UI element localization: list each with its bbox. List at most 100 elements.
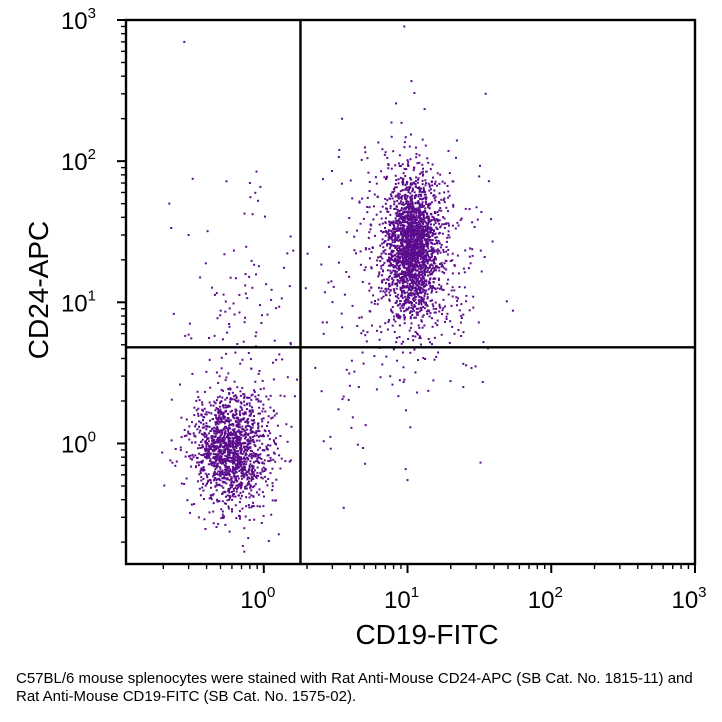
data-point xyxy=(238,311,241,314)
data-point xyxy=(190,337,193,340)
data-point xyxy=(380,287,383,290)
data-point xyxy=(431,343,433,346)
data-point xyxy=(446,312,449,315)
data-point xyxy=(242,445,245,448)
data-point xyxy=(406,196,409,199)
data-point xyxy=(420,213,423,216)
data-point xyxy=(410,247,413,250)
data-point xyxy=(436,319,439,322)
data-point xyxy=(411,279,414,282)
data-point xyxy=(383,176,386,179)
data-point xyxy=(355,252,357,255)
data-point xyxy=(218,405,221,408)
data-point xyxy=(227,451,230,454)
data-point xyxy=(437,213,440,216)
data-point xyxy=(201,459,204,462)
data-point xyxy=(387,211,390,213)
data-point xyxy=(423,251,426,254)
data-point xyxy=(382,290,385,293)
data-point xyxy=(422,223,425,226)
data-point xyxy=(269,459,272,462)
data-point xyxy=(422,272,425,275)
data-point xyxy=(411,190,414,193)
data-point xyxy=(427,203,429,206)
data-point xyxy=(406,261,409,264)
data-point xyxy=(389,264,392,267)
data-point xyxy=(396,270,399,273)
data-point xyxy=(400,216,403,219)
data-point xyxy=(195,399,198,402)
data-point xyxy=(422,300,425,302)
data-point xyxy=(356,229,358,232)
data-point xyxy=(211,494,214,497)
data-point xyxy=(238,510,241,513)
data-point xyxy=(239,401,242,404)
data-point xyxy=(389,193,392,196)
data-point xyxy=(217,418,220,421)
data-point xyxy=(183,435,186,438)
data-point xyxy=(379,244,382,247)
data-point xyxy=(407,249,410,252)
data-point xyxy=(396,244,399,247)
data-point xyxy=(394,265,397,268)
data-point xyxy=(235,517,238,520)
data-point xyxy=(236,386,239,389)
data-point xyxy=(465,294,468,297)
data-point xyxy=(397,253,400,255)
data-point xyxy=(237,465,240,468)
data-point xyxy=(403,248,406,251)
data-point xyxy=(421,315,424,318)
data-point xyxy=(419,337,422,339)
data-point xyxy=(395,255,398,258)
data-point xyxy=(296,378,298,381)
data-point xyxy=(415,280,418,282)
data-point xyxy=(406,215,409,217)
data-point xyxy=(442,251,445,253)
data-point xyxy=(232,442,234,444)
data-point xyxy=(384,151,387,154)
data-point xyxy=(340,312,343,315)
data-point xyxy=(235,490,238,493)
data-point xyxy=(402,203,405,206)
data-point xyxy=(244,426,247,429)
data-point xyxy=(248,472,251,475)
data-point xyxy=(417,294,420,297)
data-point xyxy=(246,419,249,422)
data-point xyxy=(397,196,400,199)
data-point xyxy=(403,378,406,381)
data-point xyxy=(448,194,451,197)
data-point xyxy=(253,415,255,417)
data-point xyxy=(269,444,272,447)
data-point xyxy=(430,246,433,248)
data-point xyxy=(436,250,439,253)
data-point xyxy=(443,201,446,204)
data-point xyxy=(208,401,211,404)
data-point xyxy=(417,248,420,251)
data-point xyxy=(388,291,391,294)
data-point xyxy=(404,295,407,298)
data-point xyxy=(408,244,411,247)
data-point xyxy=(414,269,417,272)
data-point xyxy=(373,302,376,305)
data-point xyxy=(228,307,231,310)
data-point xyxy=(434,199,437,202)
data-point xyxy=(407,274,410,277)
data-point xyxy=(260,458,263,460)
data-point xyxy=(278,305,281,308)
data-point xyxy=(224,406,227,409)
data-point xyxy=(215,489,218,492)
data-point xyxy=(231,498,234,501)
data-point xyxy=(260,322,263,324)
data-point xyxy=(426,242,429,245)
data-point xyxy=(399,277,402,279)
data-point xyxy=(235,488,238,491)
data-point xyxy=(407,254,409,257)
data-point xyxy=(237,438,240,441)
data-point xyxy=(418,209,421,212)
data-point xyxy=(388,283,390,286)
data-point xyxy=(253,391,256,393)
data-point xyxy=(408,217,411,220)
data-point xyxy=(387,321,390,323)
data-point xyxy=(424,211,427,214)
data-point xyxy=(224,459,227,462)
